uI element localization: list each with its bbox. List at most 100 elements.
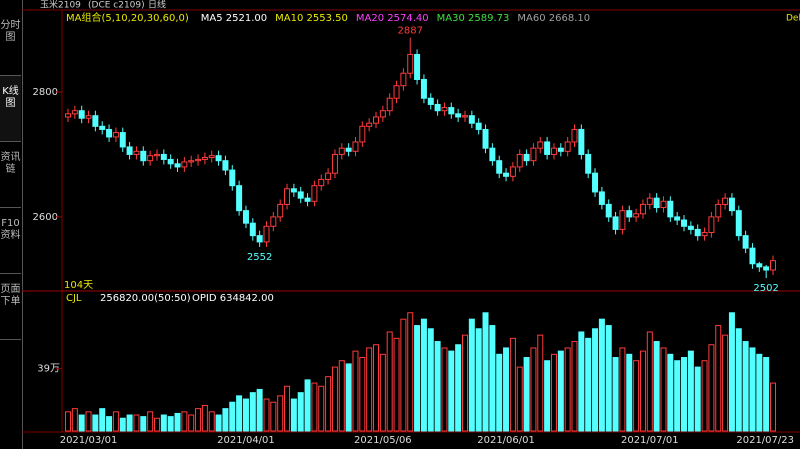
volume-bar xyxy=(284,385,291,432)
candle-body xyxy=(619,210,626,230)
legend-entry: MA10 2553.50 xyxy=(275,13,348,24)
volume-bar xyxy=(441,347,448,432)
volume-bar xyxy=(229,401,236,432)
volume-bar xyxy=(694,366,701,432)
candle-body xyxy=(236,185,243,212)
sidebar-tab[interactable]: 页面下单 xyxy=(0,274,21,340)
volume-bar xyxy=(263,398,270,432)
volume-bar xyxy=(256,388,263,432)
candle-body xyxy=(646,197,653,205)
volume-bar xyxy=(345,363,352,432)
volume-bar xyxy=(722,334,729,432)
candle-body xyxy=(496,160,503,174)
candle-body xyxy=(482,128,489,149)
volume-bar xyxy=(708,344,715,432)
volume-bar xyxy=(352,350,359,432)
volume-bar xyxy=(386,331,393,432)
volume-bar xyxy=(674,360,681,432)
sidebar-tab[interactable]: F10资料 xyxy=(0,208,21,274)
candle-body xyxy=(331,153,338,174)
candle-body xyxy=(215,155,222,162)
volume-bar xyxy=(763,357,770,432)
candle-body xyxy=(503,172,510,177)
volume-bar xyxy=(167,416,174,432)
volume-bar xyxy=(133,414,140,432)
candle-body xyxy=(605,203,612,218)
volume-bar xyxy=(393,337,400,432)
volume-bar xyxy=(770,382,776,432)
candle-body xyxy=(222,160,229,171)
candle-body xyxy=(598,191,605,205)
candle-body xyxy=(742,235,749,249)
candle-body xyxy=(523,153,530,162)
candle-body xyxy=(722,197,729,205)
candle-body xyxy=(106,128,113,138)
volume-bar xyxy=(222,408,229,432)
candle-body xyxy=(557,147,564,152)
period[interactable]: 日线 xyxy=(148,0,166,11)
volume-bar xyxy=(242,398,249,432)
volume-bar xyxy=(619,347,626,432)
volume-bar xyxy=(379,353,386,432)
candle-body xyxy=(770,260,776,271)
volume-bar xyxy=(325,376,332,432)
sidebar-tab[interactable]: 资讯链 xyxy=(0,142,21,208)
candle-body xyxy=(181,161,188,168)
volume-bar xyxy=(633,360,640,432)
volume-bar xyxy=(140,416,147,432)
candle-body xyxy=(119,132,126,148)
candle-body xyxy=(345,147,352,152)
candle-body xyxy=(325,172,332,180)
candle-body xyxy=(468,115,475,124)
candle-body xyxy=(65,113,71,118)
candle-body xyxy=(687,225,694,230)
candle-body xyxy=(99,125,106,130)
volume-bar xyxy=(359,357,366,432)
volume-bar xyxy=(181,411,188,432)
sidebar-tab[interactable]: K线图 xyxy=(0,76,21,142)
candle-body xyxy=(639,203,646,215)
candle-body xyxy=(749,247,756,265)
volume-bar xyxy=(660,347,667,432)
candle-body xyxy=(592,172,599,193)
volume-bar xyxy=(236,395,243,432)
legend-entry: MA30 2589.73 xyxy=(437,13,510,24)
volume-bar xyxy=(605,325,612,432)
candle-body xyxy=(461,115,468,118)
candle-body xyxy=(160,153,167,160)
candle-body xyxy=(400,72,407,87)
candle-body xyxy=(379,110,386,118)
volume-bar xyxy=(270,401,277,432)
candle-body xyxy=(85,115,92,119)
candle-body xyxy=(338,147,345,155)
candle-body xyxy=(578,128,585,155)
candle-body xyxy=(92,115,99,127)
volume-bar xyxy=(564,347,571,432)
candle-body xyxy=(140,150,147,162)
volume-bar xyxy=(311,382,318,432)
volume-bar xyxy=(728,312,735,432)
candle-body xyxy=(681,219,688,227)
volume-bar xyxy=(407,312,414,432)
x-tick-label: 2021/07/23 xyxy=(736,435,794,446)
candle-body xyxy=(626,210,633,218)
volume-bar xyxy=(448,350,455,432)
volume-bar xyxy=(106,416,113,432)
candle-body xyxy=(78,110,85,119)
volume-bar xyxy=(653,341,660,432)
volume-bar xyxy=(85,411,92,432)
volume-bar xyxy=(427,328,434,432)
volume-bar xyxy=(297,392,304,432)
candle-body xyxy=(133,150,140,155)
volume-bar xyxy=(578,331,585,432)
x-tick-label: 2021/03/01 xyxy=(60,435,118,446)
candle-body xyxy=(112,132,119,138)
candle-body xyxy=(728,197,735,212)
candle-body xyxy=(366,122,373,127)
volume-bar xyxy=(112,411,119,432)
candle-body xyxy=(674,216,681,221)
volume-bar xyxy=(756,353,763,432)
sidebar-tab[interactable]: 分时图 xyxy=(0,10,21,76)
volume-bar xyxy=(455,344,462,432)
